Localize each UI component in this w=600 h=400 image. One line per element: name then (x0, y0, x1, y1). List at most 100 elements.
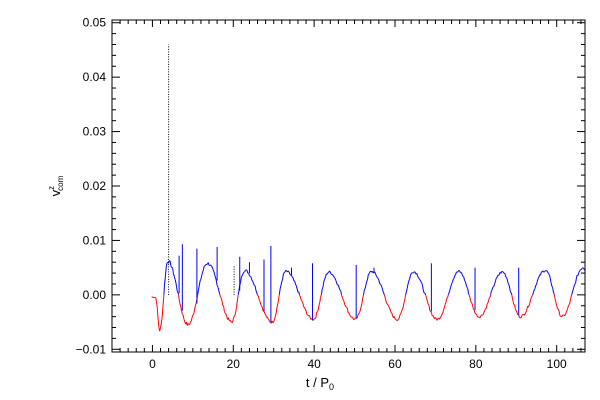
positive-segment (177, 291, 179, 294)
negative-segment (434, 317, 437, 320)
negative-segment (234, 311, 237, 316)
positive-segment (253, 283, 255, 286)
positive-segment (295, 284, 297, 286)
positive-segment (202, 269, 204, 273)
positive-segment (536, 278, 539, 282)
positive-segment (421, 282, 423, 286)
negative-segment (348, 312, 351, 316)
positive-segment (367, 273, 370, 276)
negative-segment (425, 295, 428, 299)
crossing-segment (298, 291, 300, 295)
positive-segment (464, 280, 466, 282)
negative-segment (359, 307, 362, 311)
y-tick-label: 0.01 (83, 233, 107, 247)
positive-segment (332, 274, 334, 277)
positive-segment (278, 288, 281, 295)
negative-segment (180, 306, 183, 311)
positive-segment (212, 269, 215, 272)
positive-segment (504, 273, 507, 277)
negative-segment (511, 297, 514, 302)
negative-segment (221, 300, 224, 306)
axis-tick-labels: 0 20 40 60 80 100 −0.01 0.00 0.01 0.02 0.03 0.04 0.0… (76, 16, 567, 371)
positive-segment (285, 269, 287, 272)
positive-segment (245, 269, 247, 271)
negative-segment (349, 314, 351, 317)
positive-segment (164, 276, 166, 285)
negative-segment (317, 305, 320, 311)
crossing-segment (363, 290, 365, 295)
positive-segment (507, 283, 510, 286)
negative-segment (156, 307, 159, 319)
negative-segment (557, 309, 560, 312)
positive-segment (502, 271, 505, 274)
positive-segment (202, 266, 205, 270)
positive-segment (244, 270, 246, 273)
positive-segment (448, 289, 451, 293)
positive-segment (246, 270, 249, 274)
negative-segment (558, 311, 561, 316)
positive-segment (294, 281, 297, 285)
positive-segment (467, 288, 470, 294)
y-tick-label: 0.04 (83, 70, 107, 84)
positive-segment (295, 285, 298, 290)
positive-segment (199, 279, 202, 281)
positive-segment (543, 271, 545, 273)
crossing-segment (532, 292, 534, 295)
negative-segment (473, 309, 476, 314)
negative-segment (358, 310, 361, 313)
negative-segment (190, 320, 192, 323)
positive-segment (254, 284, 256, 287)
positive-segment (338, 287, 341, 291)
positive-segment (336, 283, 339, 286)
negative-segment (393, 316, 396, 319)
negative-segment (353, 318, 355, 321)
positive-segment (381, 287, 384, 291)
negative-segment (356, 315, 359, 319)
positive-segment (409, 275, 411, 280)
negative-segment (483, 310, 486, 313)
positive-segment (175, 282, 178, 288)
positive-segment (334, 278, 337, 281)
negative-segment (308, 315, 311, 318)
negative-segment (299, 295, 301, 298)
negative-segment (554, 298, 557, 303)
positive-segment (324, 273, 327, 278)
positive-segment (495, 277, 498, 279)
y-axis-label-subscript: com (56, 175, 65, 190)
positive-segment (375, 273, 377, 277)
crossing-segment (163, 284, 166, 295)
negative-segment (301, 300, 304, 304)
positive-segment (172, 267, 174, 274)
plot-frame (111, 19, 586, 353)
positive-segment (197, 289, 200, 295)
negative-segment (300, 299, 303, 302)
negative-segment (307, 314, 309, 317)
positive-segment (240, 276, 242, 283)
positive-segment (176, 287, 178, 293)
negative-segment (515, 309, 517, 311)
negative-segment (351, 316, 354, 319)
negative-segment (191, 315, 194, 318)
positive-segment (417, 275, 419, 278)
negative-segment (564, 313, 567, 317)
positive-segment (410, 272, 413, 274)
x-tick-label: 60 (388, 357, 402, 371)
negative-segment (257, 295, 260, 301)
negative-segment (388, 305, 390, 309)
negative-segment (190, 317, 193, 322)
negative-segment (391, 312, 394, 316)
y-axis-label-main: v (48, 189, 63, 196)
positive-segment (453, 275, 456, 279)
positive-segment (218, 290, 221, 294)
negative-segment (275, 307, 278, 314)
positive-segment (506, 279, 509, 284)
positive-segment (418, 278, 421, 281)
negative-segment (192, 313, 195, 316)
positive-segment (172, 273, 175, 277)
positive-segment (279, 285, 282, 289)
positive-segment (337, 284, 340, 289)
positive-segment (451, 282, 453, 285)
positive-segment (171, 266, 173, 269)
positive-segment (549, 277, 552, 283)
positive-segment (330, 273, 333, 276)
